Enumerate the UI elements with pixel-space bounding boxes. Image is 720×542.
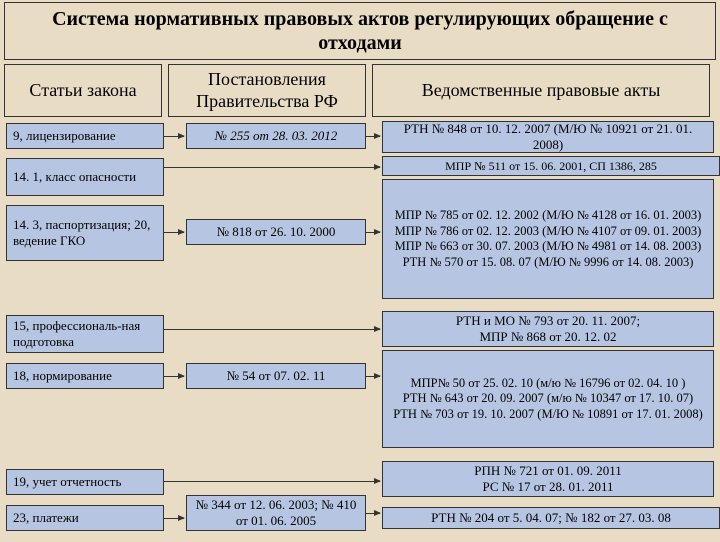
arrow: [366, 513, 380, 514]
law-23: 23, платежи: [6, 505, 164, 531]
arrow: [366, 376, 380, 377]
arrow: [164, 518, 184, 519]
header-mid: Постановления Правительства РФ: [168, 64, 366, 117]
page-title: Система нормативных правовых актов регул…: [4, 2, 716, 60]
arrow: [366, 232, 380, 233]
decree-818: № 818 от 26. 10. 2000: [186, 219, 366, 245]
decree-255: № 255 от 28. 03. 2012: [186, 123, 366, 149]
act-848: РТН № 848 от 10. 12. 2007 (М/Ю № 10921 о…: [382, 121, 714, 153]
law-15: 15, профессиональ-ная подготовка: [6, 315, 164, 353]
law-18: 18, нормирование: [6, 363, 164, 389]
act-785-group: МПР № 785 от 02. 12. 2002 (М/Ю № 4128 от…: [382, 179, 714, 299]
arrow: [164, 376, 184, 377]
act-721: РПН № 721 от 01. 09. 2011 РС № 17 от 28.…: [382, 461, 714, 497]
law-14-1: 14. 1, класс опасности: [6, 158, 164, 196]
arrow: [164, 167, 380, 168]
act-50-group: МПР№ 50 от 25. 02. 10 (м/ю № 16796 от 02…: [382, 350, 714, 448]
arrow: [164, 232, 184, 233]
act-204: РТН № 204 от 5. 04. 07; № 182 от 27. 03.…: [382, 507, 720, 529]
header-left: Статьи закона: [4, 64, 162, 117]
arrow: [164, 136, 184, 137]
arrow: [164, 481, 380, 482]
header-row: Статьи закона Постановления Правительств…: [0, 64, 720, 117]
law-14-3: 14. 3, паспортизация; 20, ведение ГКО: [6, 205, 164, 261]
arrow: [366, 136, 380, 137]
arrow: [164, 329, 380, 330]
decree-344-410: № 344 от 12. 06. 2003; № 410 от 01. 06. …: [186, 495, 366, 531]
law-9: 9, лицензирование: [6, 123, 164, 149]
decree-54: № 54 от 07. 02. 11: [186, 363, 366, 389]
act-511: МПР № 511 от 15. 06. 2001, СП 1386, 285: [382, 156, 720, 176]
act-793: РТН и МО № 793 от 20. 11. 2007; МПР № 86…: [382, 311, 714, 347]
law-19: 19, учет отчетность: [6, 469, 164, 495]
header-right: Ведомственные правовые акты: [372, 64, 710, 117]
